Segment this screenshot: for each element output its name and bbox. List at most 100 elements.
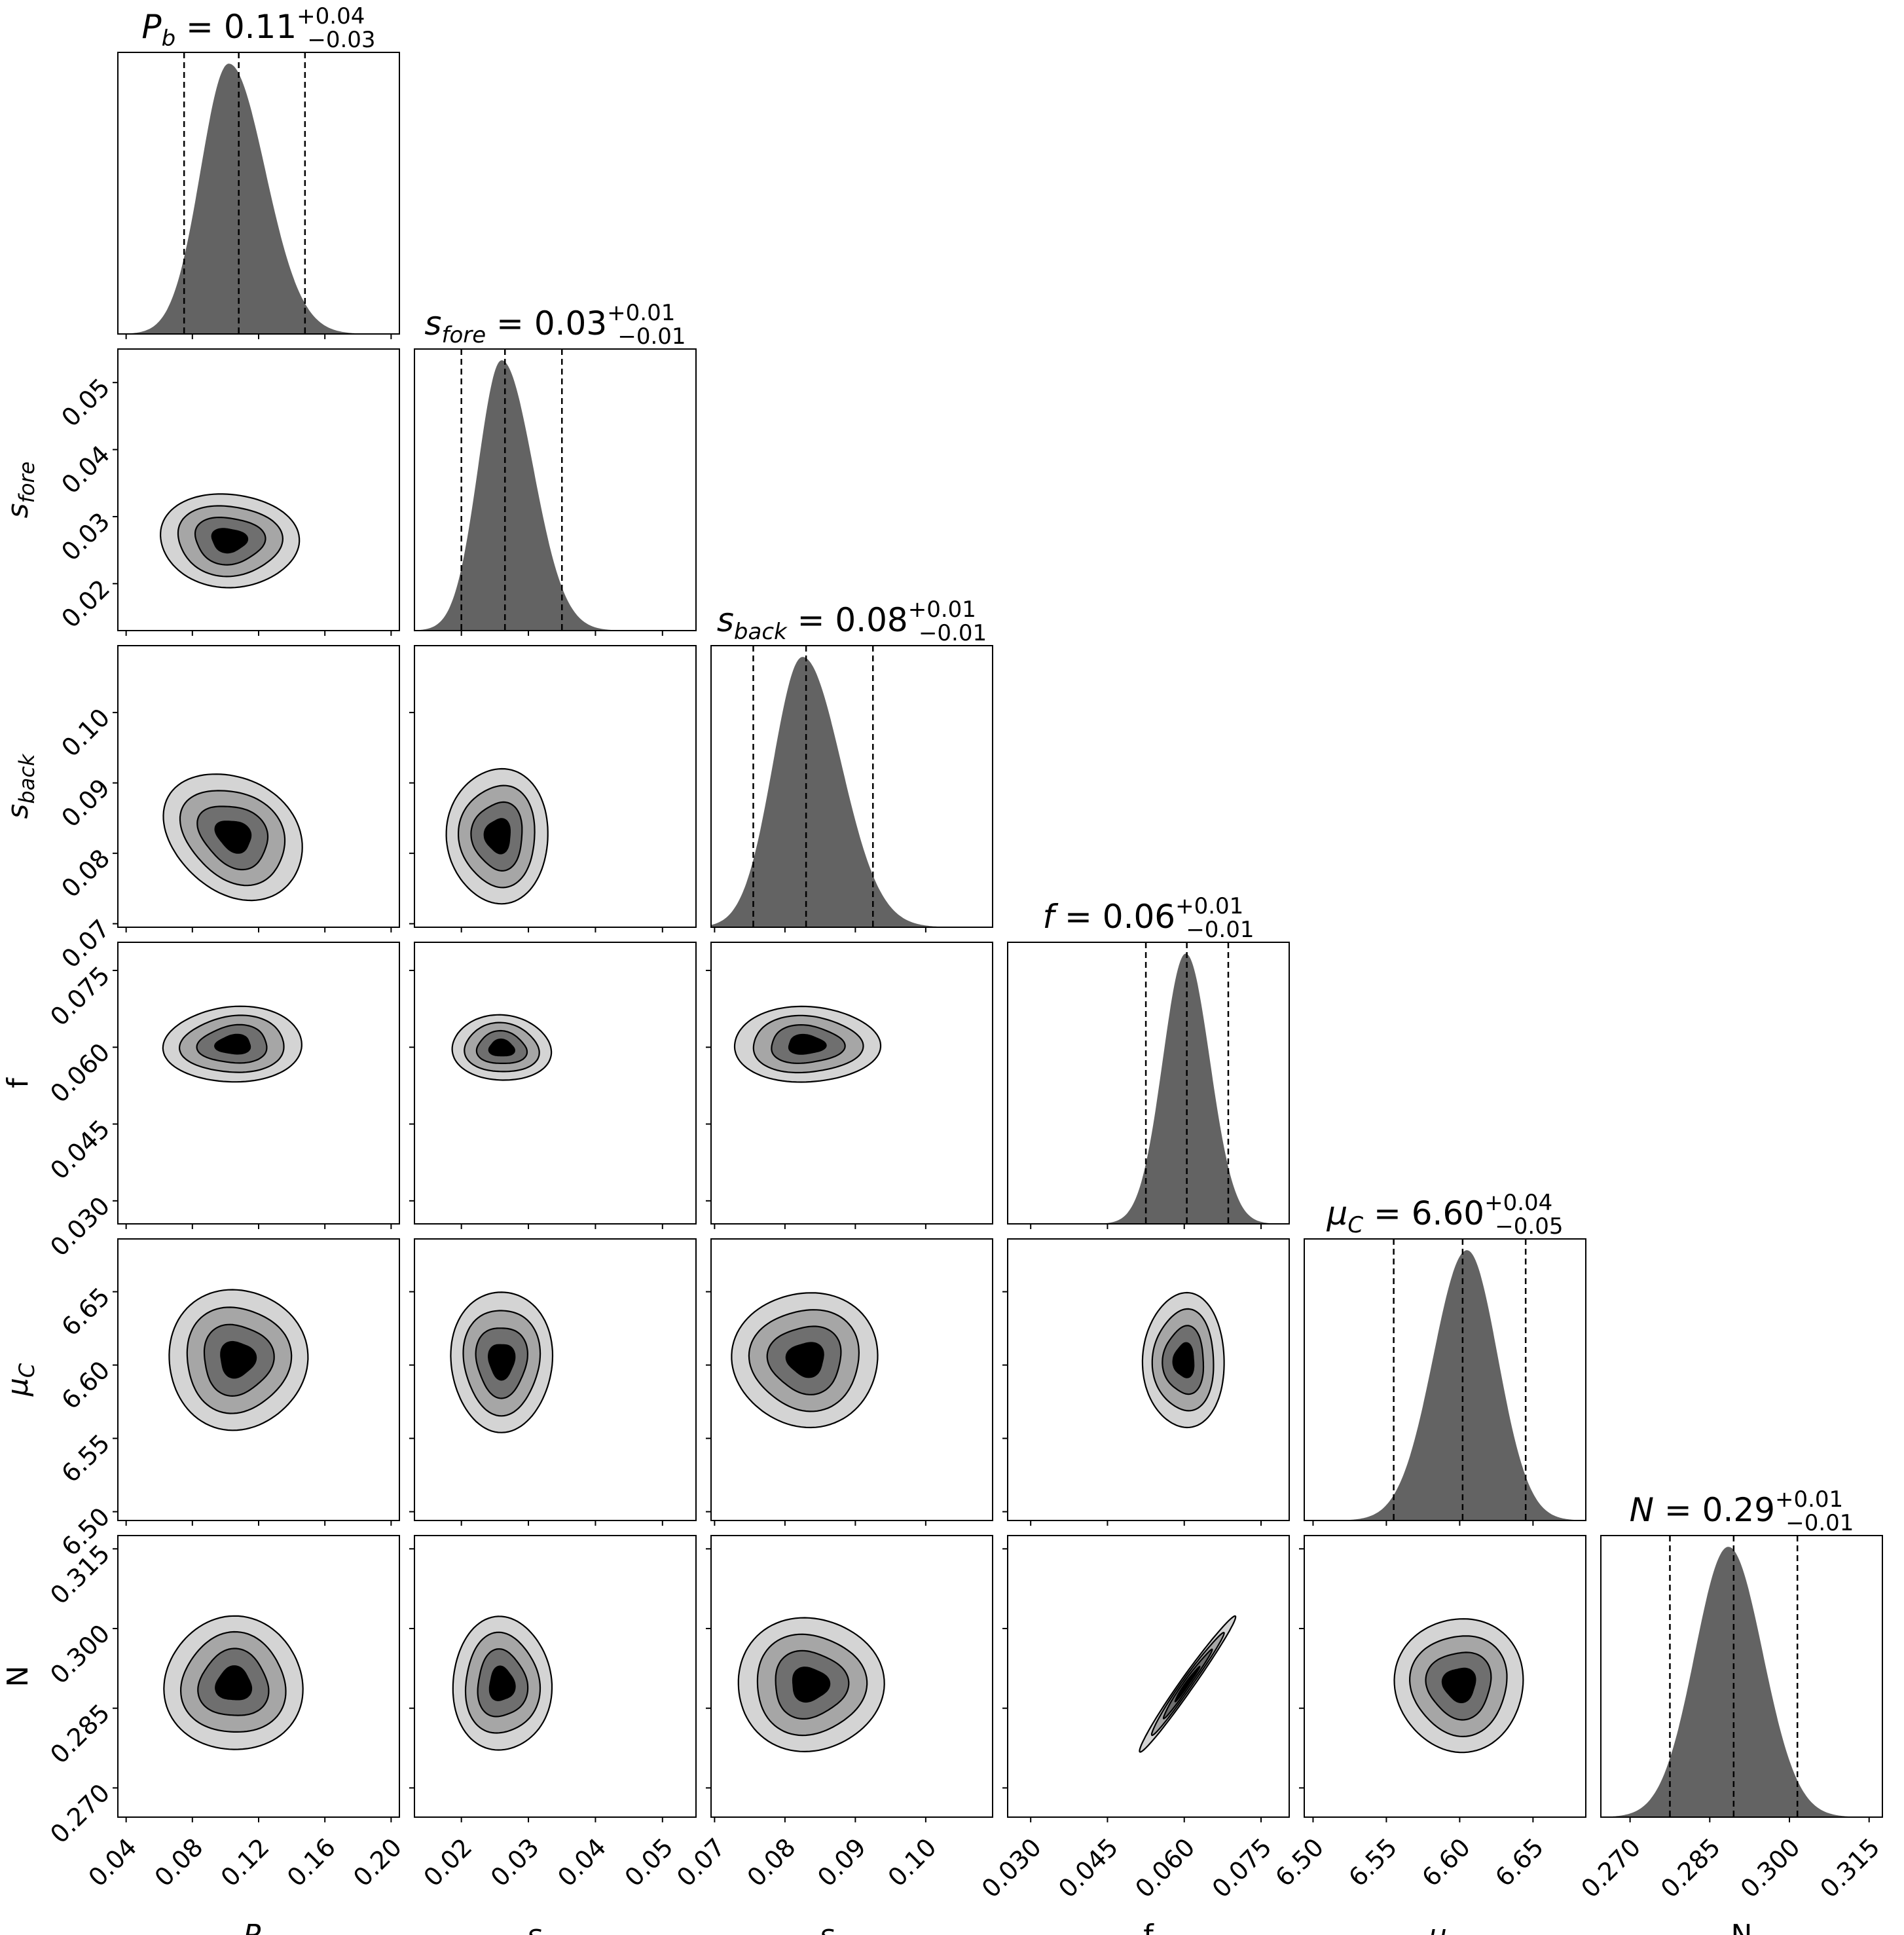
y-axis-label-f: f — [1, 1077, 35, 1088]
panel-title-Pb: Pb = 0.11+0.04 −0.03 — [141, 3, 375, 53]
contour-level-4 — [220, 1340, 257, 1379]
panel-title-f: f = 0.06+0.01 −0.01 — [1042, 893, 1254, 943]
x-tick-label: 0.10 — [883, 1833, 942, 1892]
x-tick-label: 0.09 — [812, 1833, 871, 1892]
contour-panel-N-vs-f — [1002, 1535, 1290, 1822]
y-tick-label: 0.05 — [56, 373, 115, 432]
contour-level-4 — [483, 818, 511, 855]
y-tick-label: 0.030 — [45, 1191, 115, 1262]
panel-frame — [710, 942, 993, 1225]
contour-panel-muC-vs-f — [1002, 1238, 1290, 1526]
x-tick-label: 0.285 — [1655, 1833, 1726, 1904]
x-tick-label: 0.04 — [82, 1833, 142, 1892]
panel-title-N: N = 0.29+0.01 −0.01 — [1630, 1486, 1854, 1536]
panel-frame — [117, 348, 400, 631]
x-tick-label: 6.60 — [1416, 1833, 1476, 1892]
x-axis-label-sback: sback — [820, 1919, 885, 1935]
panel-title-muC: μC = 6.60+0.04 −0.05 — [1327, 1190, 1564, 1240]
x-tick-label: 0.08 — [742, 1833, 801, 1892]
x-axis-label-muC: μC — [1428, 1919, 1462, 1935]
x-tick-label: 6.50 — [1270, 1833, 1329, 1892]
contour-panel-muC-vs-sback — [706, 1238, 993, 1526]
y-tick-label: 0.300 — [45, 1619, 115, 1689]
contour-level-4 — [214, 1033, 251, 1055]
x-tick-label: 0.16 — [282, 1833, 341, 1892]
x-tick-label: 0.270 — [1575, 1833, 1646, 1904]
contour-panel-N-vs-sback — [706, 1535, 993, 1822]
y-axis-label-sfore: sfore — [1, 462, 39, 519]
contour-level-4 — [215, 1665, 253, 1701]
hist-panel-muC: μC = 6.60+0.04 −0.05 — [1304, 1190, 1586, 1526]
panel-frame — [414, 645, 697, 928]
panel-frame — [710, 1535, 993, 1818]
x-axis-label-sfore: sfore — [527, 1919, 584, 1935]
y-tick-label: 0.03 — [56, 507, 115, 566]
x-tick-label: 0.04 — [552, 1833, 612, 1892]
y-tick-label: 0.09 — [56, 773, 115, 833]
contour-level-4 — [792, 1667, 831, 1703]
hist-bars-Pb — [118, 64, 399, 334]
contour-level-4 — [488, 1344, 516, 1381]
panel-frame — [1304, 1535, 1586, 1818]
x-axis-label-N: N — [1731, 1919, 1753, 1935]
panel-frame — [1600, 1535, 1883, 1818]
contour-level-4 — [1441, 1667, 1476, 1703]
panel-frame — [117, 942, 400, 1225]
contour-panel-N-vs-Pb — [113, 1535, 400, 1822]
y-tick-label: 6.55 — [56, 1429, 115, 1488]
x-tick-label: 0.07 — [671, 1833, 731, 1892]
y-tick-label: 0.060 — [45, 1037, 115, 1108]
contour-panel-f-vs-Pb — [113, 942, 400, 1229]
hist-panel-f: f = 0.06+0.01 −0.01 — [1007, 893, 1290, 1229]
panel-frame — [414, 348, 697, 631]
panel-frame — [414, 1238, 697, 1521]
y-tick-label: 0.10 — [56, 703, 115, 762]
y-axis-label-muC: μC — [1, 1363, 39, 1397]
x-tick-label: 6.65 — [1490, 1833, 1549, 1892]
y-tick-label: 0.285 — [45, 1699, 115, 1769]
x-tick-label: 0.030 — [976, 1833, 1047, 1904]
x-tick-label: 0.20 — [348, 1833, 407, 1892]
contour-level-4 — [785, 1342, 824, 1378]
contour-panel-muC-vs-Pb — [113, 1238, 400, 1526]
contour-panel-N-vs-muC — [1299, 1535, 1586, 1822]
panel-frame — [414, 1535, 697, 1818]
x-tick-label: 0.060 — [1129, 1833, 1200, 1904]
hist-panel-sback: sback = 0.08+0.01 −0.01 — [710, 597, 993, 932]
y-tick-label: 6.65 — [56, 1282, 115, 1342]
y-tick-label: 0.270 — [45, 1778, 115, 1849]
contour-level-4 — [488, 1665, 516, 1701]
y-tick-label: 0.08 — [56, 843, 115, 903]
hist-panel-Pb: Pb = 0.11+0.04 −0.03 — [117, 3, 400, 339]
x-tick-label: 0.03 — [485, 1833, 545, 1892]
panel-frame — [710, 1238, 993, 1521]
x-tick-label: 0.08 — [149, 1833, 209, 1892]
panel-frame — [710, 645, 993, 928]
x-tick-label: 0.075 — [1207, 1833, 1277, 1904]
panel-frame — [1007, 942, 1290, 1225]
x-tick-label: 0.300 — [1735, 1833, 1806, 1904]
y-tick-label: 0.04 — [56, 440, 115, 500]
contour-level-4 — [1172, 1342, 1195, 1378]
y-tick-label: 0.075 — [45, 961, 115, 1031]
x-tick-label: 0.02 — [418, 1833, 477, 1892]
panel-title-sfore: sfore = 0.03+0.01 −0.01 — [424, 300, 686, 350]
y-axis-label-N: N — [1, 1666, 35, 1687]
panel-frame — [1007, 1238, 1290, 1521]
hist-panel-N: N = 0.29+0.01 −0.01 — [1600, 1486, 1883, 1822]
panel-frame — [414, 942, 697, 1225]
x-axis-label-f: f — [1143, 1919, 1154, 1935]
contour-panel-sfore-vs-Pb — [113, 348, 400, 636]
x-axis-label-Pb: Pb — [244, 1919, 274, 1935]
hist-bars-f — [1008, 953, 1289, 1224]
contour-level-4 — [214, 820, 252, 854]
contour-level-4 — [1174, 1665, 1201, 1703]
x-tick-label: 6.55 — [1343, 1833, 1402, 1892]
hist-bars-sfore — [414, 360, 696, 631]
contour-panel-sback-vs-Pb — [113, 645, 400, 932]
contour-panel-f-vs-sback — [706, 942, 993, 1229]
x-tick-label: 0.12 — [215, 1833, 275, 1892]
y-tick-label: 0.07 — [56, 914, 115, 974]
contour-panel-N-vs-sfore — [409, 1535, 697, 1822]
